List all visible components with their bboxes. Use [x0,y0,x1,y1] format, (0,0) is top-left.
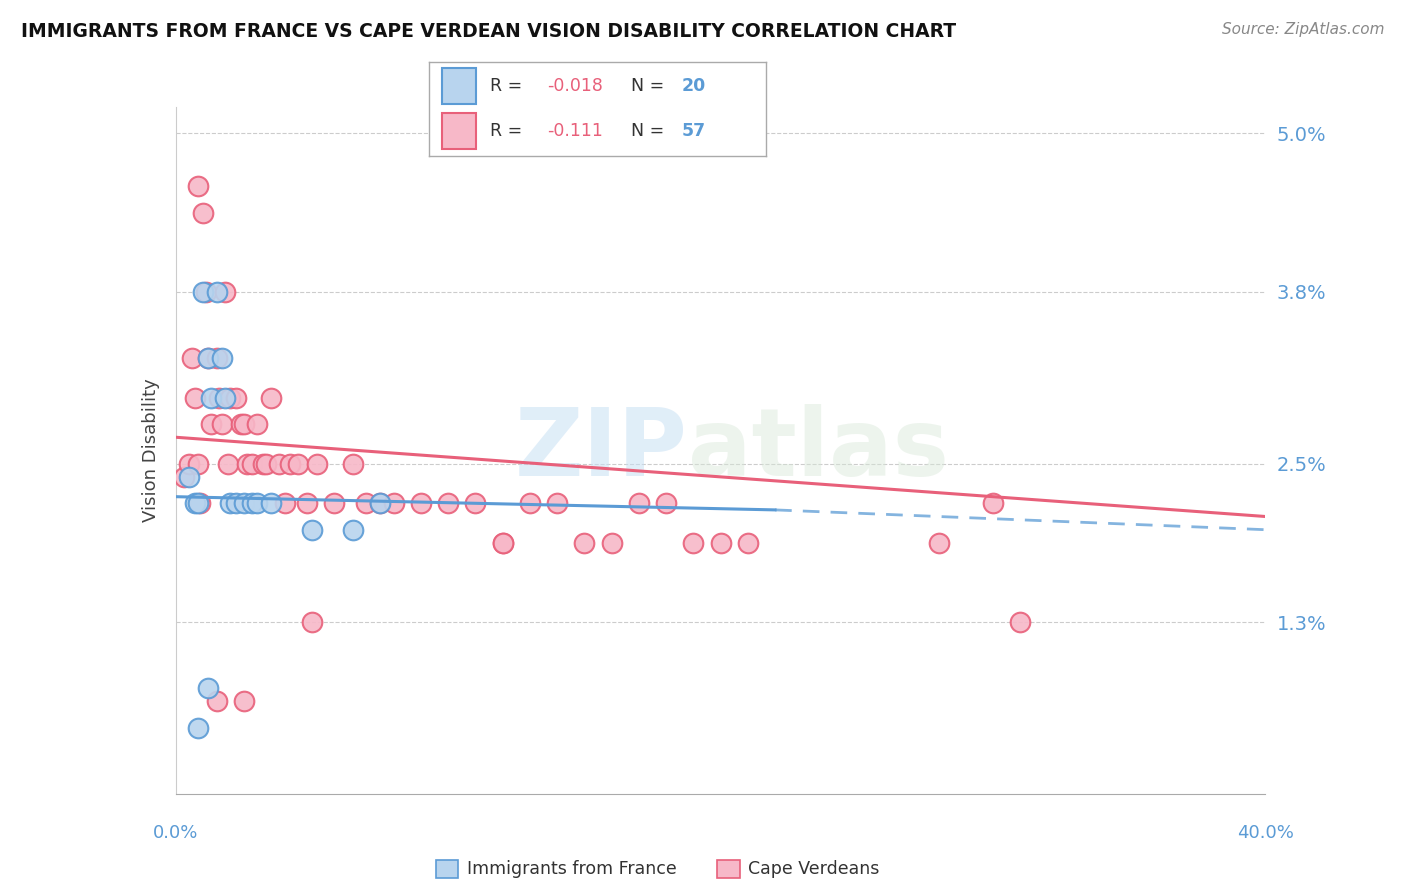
Point [246,417,269,431]
Point [232,694,254,708]
Point [246,496,269,510]
Point [225,391,247,405]
Point [184,391,207,405]
Point [205,285,228,299]
Point [232,417,254,431]
Point [574,536,596,550]
Point [186,721,209,735]
Text: 40.0%: 40.0% [1237,824,1294,842]
Point [492,536,515,550]
Text: -0.018: -0.018 [547,77,603,95]
Point [546,496,568,510]
Point [191,205,214,219]
Point [240,496,263,510]
Point [205,351,228,365]
Point [240,457,263,471]
Point [219,391,242,405]
Point [179,470,201,484]
Point [710,536,733,550]
Point [194,285,217,299]
Point [301,523,323,537]
Text: 20: 20 [682,77,706,95]
Text: -0.111: -0.111 [547,122,603,140]
Text: R =: R = [489,122,522,140]
Point [214,285,236,299]
Point [232,496,254,510]
Point [655,496,678,510]
Point [197,351,219,365]
Text: N =: N = [631,122,665,140]
Point [181,351,204,365]
Point [627,496,650,510]
Point [184,496,207,510]
Bar [436,860,458,878]
Text: 0.0%: 0.0% [153,824,198,842]
Point [464,496,486,510]
Text: 57: 57 [682,122,706,140]
Point [200,417,222,431]
Point [274,496,297,510]
Point [200,391,222,405]
Point [1010,615,1032,630]
Point [254,457,277,471]
Point [188,496,211,510]
Bar [443,113,477,149]
Point [219,496,242,510]
Point [225,496,247,510]
Bar [717,860,740,878]
Point [278,457,301,471]
Point [205,694,228,708]
Point [342,457,364,471]
Point [437,496,460,510]
Point [368,496,391,510]
Point [197,681,219,696]
Point [214,391,236,405]
Point [287,457,309,471]
Point [208,391,231,405]
Point [295,496,318,510]
Point [197,351,219,365]
Text: Immigrants from France: Immigrants from France [467,860,676,878]
Text: R =: R = [489,77,522,95]
Text: Source: ZipAtlas.com: Source: ZipAtlas.com [1222,22,1385,37]
Point [211,351,233,365]
Point [191,285,214,299]
Point [519,496,541,510]
Point [217,457,239,471]
Text: ZIP: ZIP [515,404,688,497]
Point [173,470,195,484]
Bar [443,68,477,103]
Point [260,496,283,510]
Point [409,496,432,510]
Point [600,536,623,550]
Point [682,536,704,550]
Y-axis label: Vision Disability: Vision Disability [142,378,160,523]
Point [342,523,364,537]
Text: atlas: atlas [688,404,949,497]
Point [368,496,391,510]
Point [301,615,323,630]
Point [356,496,378,510]
Point [981,496,1004,510]
Text: IMMIGRANTS FROM FRANCE VS CAPE VERDEAN VISION DISABILITY CORRELATION CHART: IMMIGRANTS FROM FRANCE VS CAPE VERDEAN V… [21,22,956,41]
Point [231,417,253,431]
Point [211,417,233,431]
Point [492,536,515,550]
Text: N =: N = [631,77,665,95]
Point [179,457,201,471]
Point [269,457,291,471]
Point [235,457,257,471]
Point [737,536,759,550]
Point [928,536,950,550]
Point [186,496,209,510]
Point [186,457,209,471]
Text: Cape Verdeans: Cape Verdeans [748,860,879,878]
Point [307,457,329,471]
Point [186,179,209,194]
Point [252,457,274,471]
Point [382,496,405,510]
Point [260,391,283,405]
Point [322,496,344,510]
